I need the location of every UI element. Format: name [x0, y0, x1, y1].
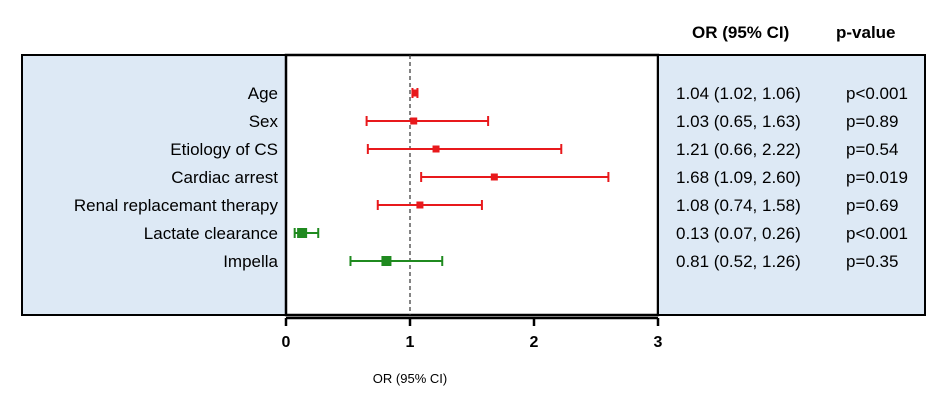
- header-or-ci: OR (95% CI): [692, 23, 789, 42]
- or-ci-value: 0.13 (0.07, 0.26): [676, 224, 801, 243]
- x-tick-label: 1: [406, 334, 415, 351]
- row-label: Cardiac arrest: [171, 168, 278, 187]
- or-ci-value: 0.81 (0.52, 1.26): [676, 252, 801, 271]
- row-label: Etiology of CS: [170, 140, 278, 159]
- row-label: Lactate clearance: [144, 224, 278, 243]
- or-ci-value: 1.21 (0.66, 2.22): [676, 140, 801, 159]
- row-label: Renal replacemant therapy: [74, 196, 279, 215]
- or-point: [381, 256, 392, 266]
- row-label: Sex: [249, 112, 279, 131]
- x-tick-label: 3: [654, 334, 663, 351]
- or-point: [490, 173, 498, 181]
- or-point: [416, 201, 424, 209]
- p-value: p=0.54: [846, 140, 898, 159]
- values-panel: [657, 54, 926, 316]
- or-point: [297, 228, 308, 238]
- label-panel: [21, 54, 287, 316]
- p-value: p<0.001: [846, 84, 908, 103]
- row-label: Age: [248, 84, 278, 103]
- or-point: [432, 145, 440, 153]
- or-ci-value: 1.04 (1.02, 1.06): [676, 84, 801, 103]
- row-values: 1.04 (1.02, 1.06) p<0.001 1.03 (0.65, 1.63…: [676, 84, 908, 271]
- row-label: Impella: [223, 252, 278, 271]
- plot-area: [284, 53, 660, 317]
- header-p-value: p-value: [836, 23, 896, 42]
- row-labels: Age Sex Etiology of CS Cardiac arrest Renal …: [74, 84, 279, 271]
- or-point: [410, 117, 418, 125]
- p-value: p=0.89: [846, 112, 898, 131]
- estimates: [293, 88, 610, 266]
- x-axis-label: OR (95% CI): [373, 371, 447, 386]
- p-value: p=0.019: [846, 168, 908, 187]
- p-value: p=0.69: [846, 196, 898, 215]
- or-ci-value: 1.68 (1.09, 2.60): [676, 168, 801, 187]
- or-point: [411, 89, 419, 97]
- x-ticks: 0 1 2 3: [282, 318, 663, 351]
- x-tick-label: 2: [530, 334, 539, 351]
- p-value: p<0.001: [846, 224, 908, 243]
- x-tick-label: 0: [282, 334, 291, 351]
- or-ci-value: 1.03 (0.65, 1.63): [676, 112, 801, 131]
- or-ci-value: 1.08 (0.74, 1.58): [676, 196, 801, 215]
- p-value: p=0.35: [846, 252, 898, 271]
